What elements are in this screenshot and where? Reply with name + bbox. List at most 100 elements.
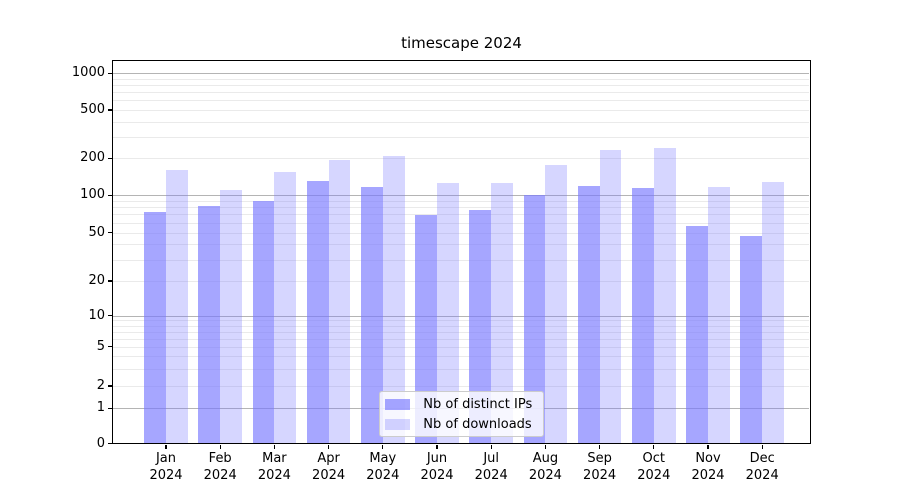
x-tick-label-may: May 2024 xyxy=(366,451,400,483)
y-tick-mark xyxy=(108,231,113,234)
bar-downloads-nov xyxy=(708,186,730,444)
y-tick-mark xyxy=(108,72,113,74)
x-tick-label-dec: Dec 2024 xyxy=(745,451,779,483)
y-tick-label: 10 xyxy=(88,307,105,323)
bar-distinct-ips-sep xyxy=(577,185,600,444)
y-tick-mark xyxy=(108,109,113,111)
x-tick-mark xyxy=(328,444,330,449)
bar-downloads-jun xyxy=(437,182,459,444)
x-tick-mark xyxy=(761,444,763,449)
x-tick-mark xyxy=(219,444,221,449)
y-tick-label: 500 xyxy=(80,102,105,117)
y-tick-label: 1 xyxy=(96,400,105,416)
bar-distinct-ips-dec xyxy=(740,235,763,444)
bar-downloads-dec xyxy=(762,181,784,444)
x-tick-mark xyxy=(599,444,601,449)
y-tick-mark xyxy=(108,442,113,445)
bar-downloads-jan xyxy=(166,170,188,444)
bar-distinct-ips-mar xyxy=(252,201,275,444)
y-tick-label: 5 xyxy=(96,338,105,354)
y-tick-label: 1000 xyxy=(71,65,105,81)
legend-swatch-downloads xyxy=(385,419,411,430)
bar-downloads-apr xyxy=(328,160,351,444)
x-tick-label-sep: Sep 2024 xyxy=(583,451,617,483)
x-tick-mark xyxy=(490,444,492,449)
bar-distinct-ips-apr xyxy=(306,181,329,444)
x-tick-label-aug: Aug 2024 xyxy=(528,451,562,483)
bar-downloads-sep xyxy=(599,150,622,444)
legend-item-distinct-ips: Nb of distinct IPs xyxy=(385,395,537,415)
minor-gridline xyxy=(113,281,810,282)
x-tick-mark xyxy=(707,444,709,449)
minor-gridline xyxy=(113,244,810,246)
minor-gridline xyxy=(113,331,810,333)
bar-downloads-jul xyxy=(491,182,513,444)
x-tick-mark xyxy=(544,444,546,449)
y-tick-mark xyxy=(108,315,113,317)
y-tick-mark xyxy=(108,385,113,387)
x-tick-label-nov: Nov 2024 xyxy=(691,451,725,483)
minor-gridline xyxy=(113,110,810,111)
x-tick-label-apr: Apr 2024 xyxy=(312,451,346,483)
minor-gridline xyxy=(113,100,810,102)
minor-gridline xyxy=(113,320,810,322)
x-tick-mark xyxy=(653,444,655,449)
x-tick-label-mar: Mar 2024 xyxy=(257,451,291,483)
bar-distinct-ips-oct xyxy=(632,187,654,444)
x-tick-label-jan: Jan 2024 xyxy=(149,451,183,483)
chart-title: timescape 2024 xyxy=(401,34,522,52)
bar-distinct-ips-feb xyxy=(198,206,221,444)
minor-gridline xyxy=(113,346,810,348)
major-gridline xyxy=(113,195,810,197)
bar-distinct-ips-jul xyxy=(469,210,492,444)
x-tick-mark xyxy=(382,444,384,449)
bar-distinct-ips-jun xyxy=(415,215,437,444)
y-tick-mark xyxy=(108,407,113,409)
y-tick-label: 2 xyxy=(96,378,105,393)
minor-gridline xyxy=(113,136,810,138)
bar-downloads-oct xyxy=(653,147,676,444)
y-tick-label: 100 xyxy=(80,187,105,203)
minor-gridline xyxy=(113,386,810,387)
bar-downloads-aug xyxy=(545,165,568,444)
major-gridline xyxy=(113,73,810,75)
x-tick-label-jun: Jun 2024 xyxy=(420,451,454,483)
y-tick-mark xyxy=(108,157,113,159)
minor-gridline xyxy=(113,92,810,94)
y-tick-mark xyxy=(108,346,113,348)
minor-gridline xyxy=(113,338,810,340)
legend-label-distinct-ips: Nb of distinct IPs xyxy=(423,397,533,412)
x-tick-label-jul: Jul 2024 xyxy=(474,451,508,483)
bar-downloads-may xyxy=(382,155,405,444)
bar-distinct-ips-nov xyxy=(686,226,708,444)
legend: Nb of distinct IPs Nb of downloads xyxy=(379,390,545,437)
minor-gridline xyxy=(113,222,810,224)
legend-swatch-distinct-ips xyxy=(385,399,411,410)
major-gridline xyxy=(113,315,810,317)
legend-item-downloads: Nb of downloads xyxy=(385,415,537,435)
bar-downloads-feb xyxy=(220,190,242,444)
y-tick-label: 50 xyxy=(88,224,105,240)
minor-gridline xyxy=(113,121,810,123)
bar-distinct-ips-jan xyxy=(144,212,166,444)
x-tick-mark xyxy=(436,444,438,449)
legend-label-downloads: Nb of downloads xyxy=(423,417,532,432)
x-tick-mark xyxy=(273,444,275,449)
minor-gridline xyxy=(113,201,810,202)
minor-gridline xyxy=(113,356,810,358)
minor-gridline xyxy=(113,232,810,234)
minor-gridline xyxy=(113,78,810,80)
y-tick-mark xyxy=(108,194,113,196)
minor-gridline xyxy=(113,207,810,209)
minor-gridline xyxy=(113,85,810,87)
bar-distinct-ips-may xyxy=(361,186,383,444)
y-tick-label: 200 xyxy=(80,150,105,166)
x-tick-label-feb: Feb 2024 xyxy=(203,451,237,483)
y-tick-label: 0 xyxy=(96,435,105,451)
minor-gridline xyxy=(113,259,810,261)
x-tick-mark xyxy=(165,444,167,449)
x-tick-label-oct: Oct 2024 xyxy=(637,451,671,483)
y-tick-mark xyxy=(108,280,113,282)
minor-gridline xyxy=(113,214,810,216)
